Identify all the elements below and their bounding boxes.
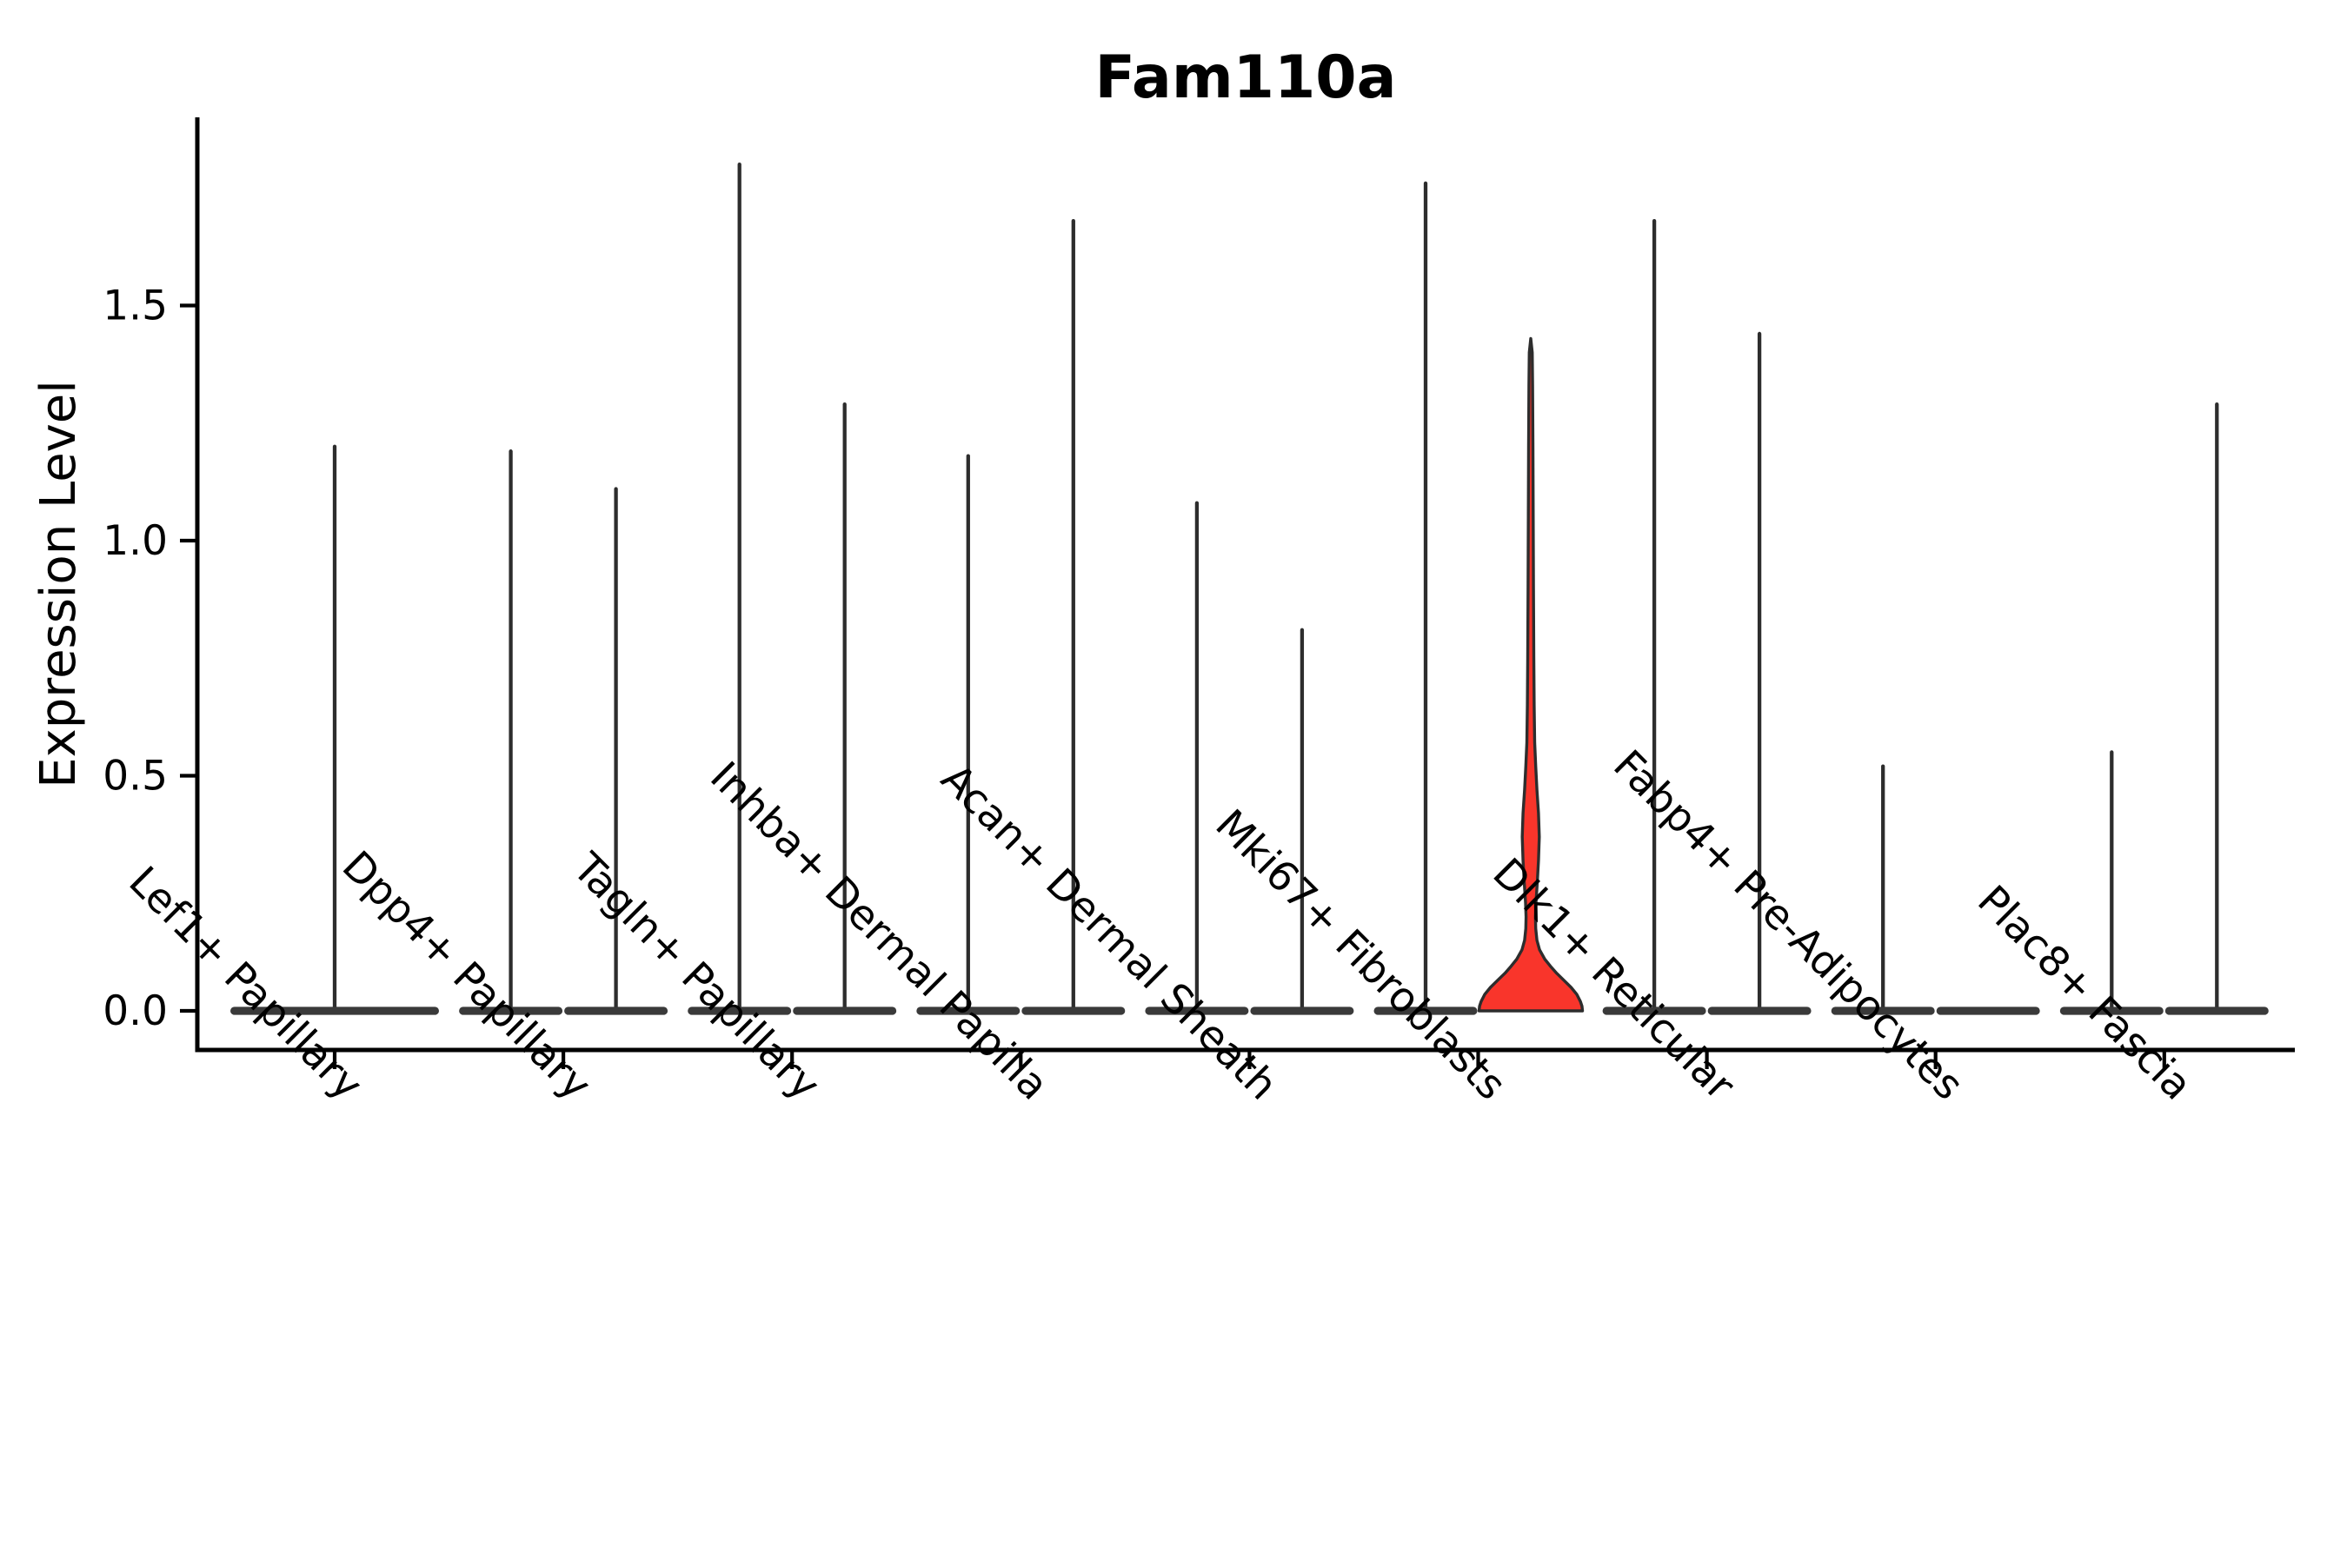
violin-base (1145, 1007, 1249, 1015)
violin-base (1021, 1007, 1126, 1015)
violin-base (1373, 1007, 1478, 1015)
violin-base (916, 1007, 1021, 1015)
violin-base (688, 1007, 792, 1015)
violin-base (1707, 1007, 1812, 1015)
violin-base (2164, 1007, 2269, 1015)
y-tick-label: 1.0 (103, 517, 168, 565)
violin-base (1936, 1007, 2040, 1015)
y-axis-label: Expression Level (30, 380, 87, 788)
chart-title: Fam110a (1094, 43, 1396, 112)
x-tick-label: Dpp4+ Papillary (333, 842, 601, 1110)
axes (180, 117, 2295, 1069)
violin-base (459, 1007, 563, 1015)
violin-series (230, 163, 2269, 1015)
violin-base (564, 1007, 668, 1015)
y-tick-label: 0.0 (103, 987, 168, 1035)
violin-highlighted (1477, 336, 1585, 1013)
x-tick-label: Plac8+ Fascia (1968, 877, 2201, 1110)
violin-base (230, 1007, 439, 1015)
y-tick-label: 1.5 (103, 282, 168, 330)
violin-base (1250, 1007, 1354, 1015)
violin-base (1831, 1007, 1935, 1015)
y-tick-label: 0.5 (103, 753, 168, 801)
x-tick-label: Tagln+ Papillary (563, 844, 829, 1110)
violin-base (793, 1007, 897, 1015)
violin-base (2059, 1007, 2164, 1015)
violin-base (1602, 1007, 1706, 1015)
